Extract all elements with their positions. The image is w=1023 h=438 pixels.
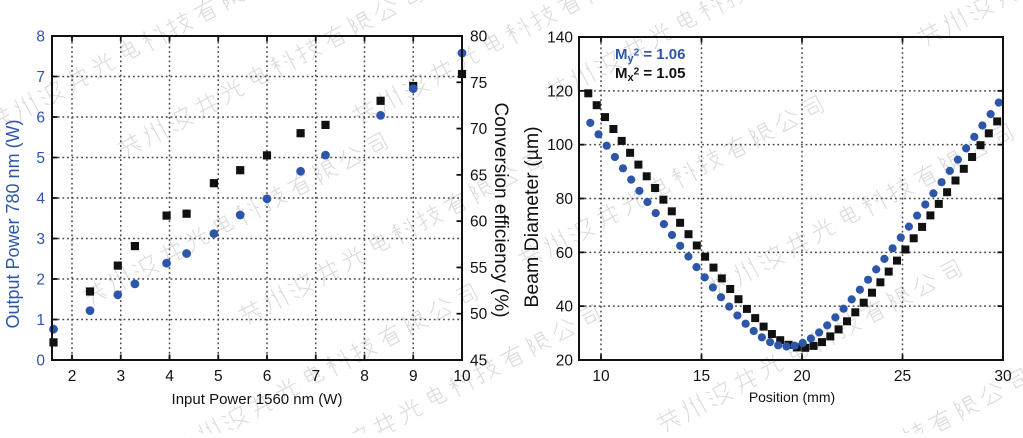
svg-text:60: 60 xyxy=(556,245,574,262)
svg-text:Input Power 1560 nm (W): Input Power 1560 nm (W) xyxy=(172,391,343,408)
svg-text:9: 9 xyxy=(409,368,418,385)
svg-text:55: 55 xyxy=(470,260,487,277)
svg-text:25: 25 xyxy=(894,368,911,385)
svg-text:3: 3 xyxy=(36,231,45,248)
svg-text:10: 10 xyxy=(453,368,471,385)
svg-text:15: 15 xyxy=(693,368,710,385)
svg-text:8: 8 xyxy=(36,29,45,46)
svg-text:20: 20 xyxy=(793,368,811,385)
svg-text:140: 140 xyxy=(547,29,573,46)
svg-text:2: 2 xyxy=(68,368,77,385)
svg-text:Output Power 780 nm (W): Output Power 780 nm (W) xyxy=(3,119,23,328)
svg-text:50: 50 xyxy=(470,306,488,323)
svg-text:100: 100 xyxy=(547,137,573,154)
svg-text:7: 7 xyxy=(36,69,45,86)
svg-text:Mx2 = 1.05: Mx2 = 1.05 xyxy=(615,65,685,84)
svg-text:7: 7 xyxy=(311,368,320,385)
svg-text:Beam Diameter (µm): Beam Diameter (µm) xyxy=(521,126,543,307)
svg-text:20: 20 xyxy=(556,353,574,370)
svg-text:45: 45 xyxy=(470,353,487,370)
svg-text:65: 65 xyxy=(470,167,487,184)
svg-text:75: 75 xyxy=(470,75,487,92)
svg-text:4: 4 xyxy=(36,191,45,208)
svg-text:2: 2 xyxy=(36,272,45,289)
svg-text:8: 8 xyxy=(360,368,369,385)
svg-text:60: 60 xyxy=(470,214,488,231)
svg-text:My2 = 1.06: My2 = 1.06 xyxy=(615,46,685,65)
svg-text:Position (mm): Position (mm) xyxy=(749,389,835,405)
svg-text:30: 30 xyxy=(994,368,1012,385)
svg-text:5: 5 xyxy=(214,368,223,385)
svg-text:80: 80 xyxy=(470,29,488,46)
svg-text:80: 80 xyxy=(556,191,574,208)
svg-text:3: 3 xyxy=(116,368,125,385)
svg-text:6: 6 xyxy=(263,368,272,385)
svg-text:10: 10 xyxy=(592,368,610,385)
svg-text:40: 40 xyxy=(556,299,574,316)
svg-text:Conversion efficiency (%): Conversion efficiency (%) xyxy=(490,102,511,317)
svg-text:120: 120 xyxy=(547,83,573,100)
svg-text:5: 5 xyxy=(36,150,45,167)
svg-text:4: 4 xyxy=(165,368,174,385)
svg-text:1: 1 xyxy=(36,312,45,329)
svg-text:6: 6 xyxy=(36,110,45,127)
svg-text:70: 70 xyxy=(470,121,488,138)
svg-text:0: 0 xyxy=(36,353,45,370)
